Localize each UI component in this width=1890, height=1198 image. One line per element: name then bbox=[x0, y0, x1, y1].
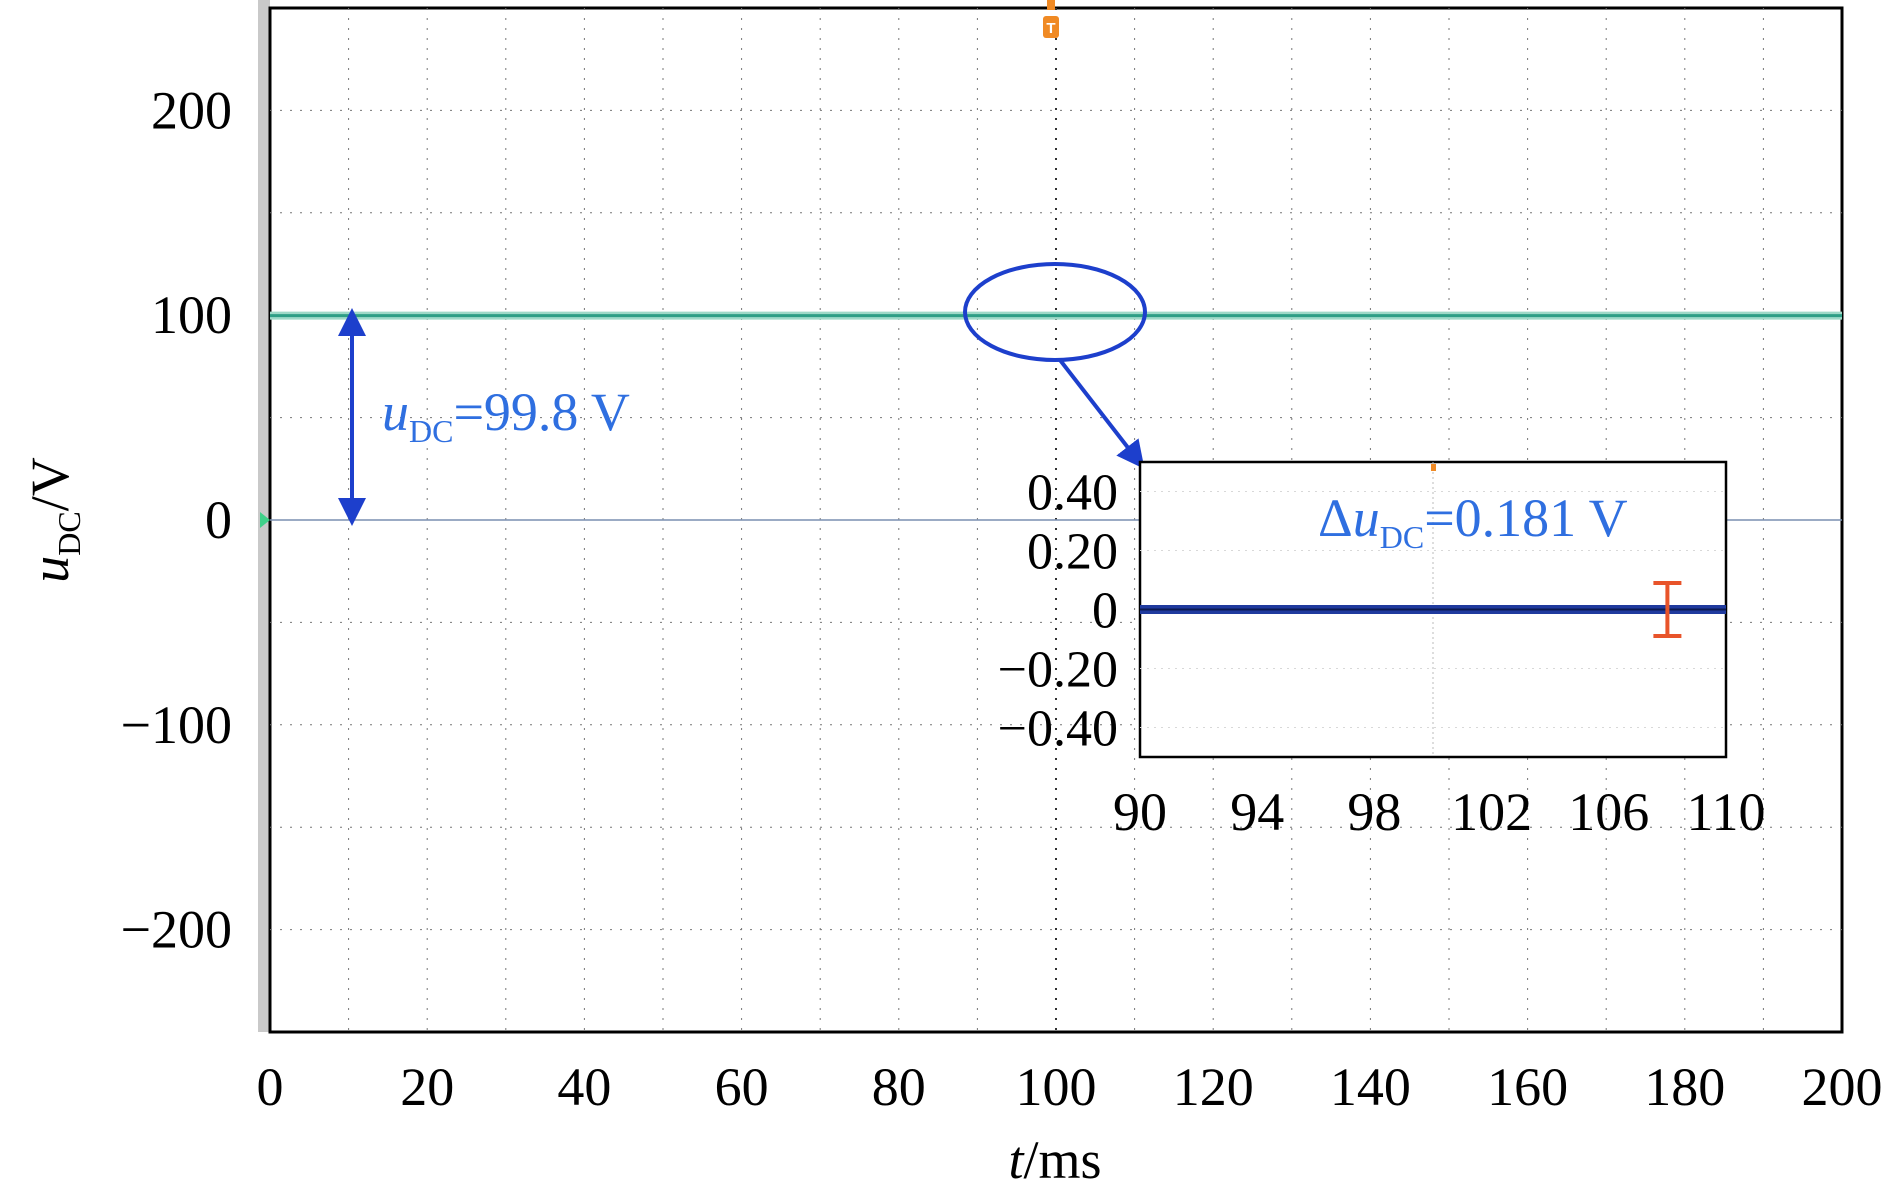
inset-trigger-tick bbox=[1431, 464, 1436, 471]
inset-y-tick-labels: 0.400.200−0.20−0.40 bbox=[998, 465, 1118, 758]
x-tick-label: 140 bbox=[1330, 1057, 1411, 1117]
inset-x-tick-label: 102 bbox=[1451, 782, 1532, 842]
x-tick-label: 60 bbox=[715, 1057, 769, 1117]
ground-marker-icon bbox=[260, 512, 270, 528]
x-tick-label: 180 bbox=[1644, 1057, 1725, 1117]
zoom-region-circle bbox=[963, 262, 1147, 362]
zoom-pointer-arrow bbox=[1058, 358, 1145, 470]
ripple-bar bbox=[1653, 580, 1682, 639]
y-tick-label: −200 bbox=[121, 900, 232, 960]
x-tick-label: 20 bbox=[400, 1057, 454, 1117]
x-axis-title: t/ms bbox=[1008, 1130, 1101, 1190]
x-tick-label: 120 bbox=[1173, 1057, 1254, 1117]
y-tick-label: 0 bbox=[205, 490, 232, 550]
trigger-marker: T bbox=[1043, 0, 1059, 38]
level-annotation: uDC=99.8 V bbox=[382, 382, 630, 449]
x-tick-label: 80 bbox=[872, 1057, 926, 1117]
y-axis-title: uDC/V bbox=[20, 457, 87, 582]
trigger-marker-label: T bbox=[1046, 20, 1055, 37]
x-tick-label: 200 bbox=[1802, 1057, 1883, 1117]
inset-y-tick-label: 0 bbox=[1092, 583, 1118, 640]
main-y-tick-labels: −200 −100 0 100 200 bbox=[121, 80, 232, 959]
main-x-tick-labels: 0 20 40 60 80 100 120 140 160 180 200 bbox=[257, 1057, 1883, 1117]
inset-y-tick-label: −0.40 bbox=[998, 701, 1118, 758]
inset-y-tick-label: 0.40 bbox=[1027, 465, 1118, 522]
y-tick-label: −100 bbox=[121, 695, 232, 755]
y-tick-label: 200 bbox=[151, 80, 232, 140]
inset-y-tick-label: −0.20 bbox=[998, 642, 1118, 699]
inset-x-tick-label: 98 bbox=[1347, 782, 1401, 842]
inset-x-tick-label: 94 bbox=[1230, 782, 1284, 842]
ripple-annotation: ΔuDC=0.181 V bbox=[1318, 488, 1628, 555]
x-tick-label: 40 bbox=[557, 1057, 611, 1117]
inset-x-tick-label: 90 bbox=[1113, 782, 1167, 842]
inset-y-tick-label: 0.20 bbox=[1027, 524, 1118, 581]
x-tick-label: 160 bbox=[1487, 1057, 1568, 1117]
inset-x-tick-label: 110 bbox=[1687, 782, 1766, 842]
y-tick-label: 100 bbox=[151, 285, 232, 345]
x-tick-label: 0 bbox=[257, 1057, 284, 1117]
inset-x-tick-label: 106 bbox=[1568, 782, 1649, 842]
inset-x-tick-labels: 90 94 98 102 106 110 bbox=[1113, 782, 1766, 842]
x-tick-label: 100 bbox=[1016, 1057, 1097, 1117]
